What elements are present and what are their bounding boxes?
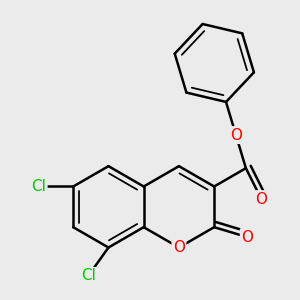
Text: O: O — [173, 240, 185, 255]
Text: O: O — [241, 230, 253, 244]
Text: Cl: Cl — [81, 268, 96, 284]
Text: O: O — [230, 128, 242, 142]
Text: Cl: Cl — [31, 179, 46, 194]
Text: O: O — [255, 192, 267, 207]
